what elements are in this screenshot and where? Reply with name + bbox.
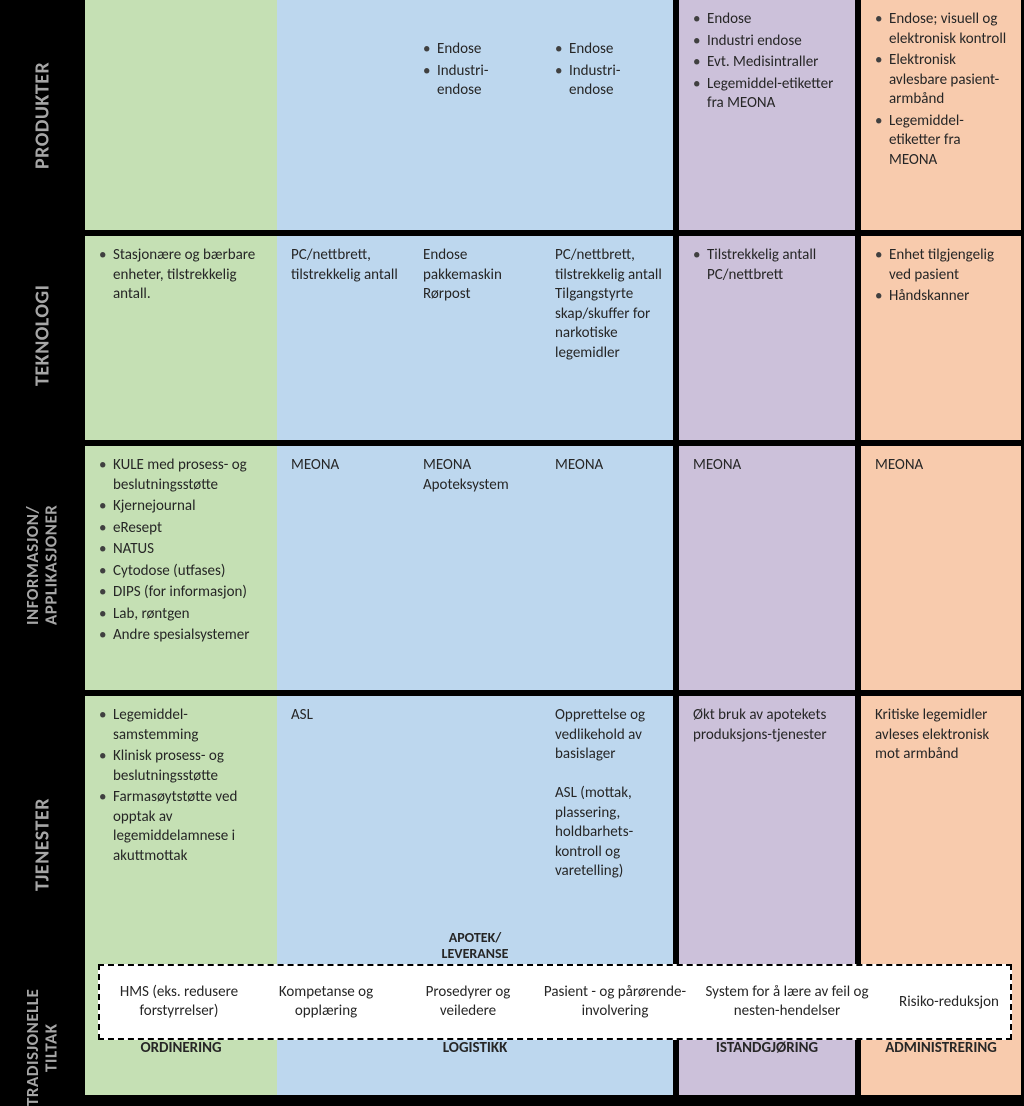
tiltak-pasient: Pasient - og pårørende-involvering xyxy=(540,983,690,1021)
row-label-teknologi: TEKNOLOGI xyxy=(0,230,85,440)
col-ordinering: Stasjonære og bærbare enheter, tilstrekk… xyxy=(85,0,277,1095)
list-item: Andre spesialsystemer xyxy=(113,626,267,646)
row-labels-column: PRODUKTER TEKNOLOGI INFORMASJON/ APPLIKA… xyxy=(0,0,85,1095)
tiltak-kompetanse: Kompetanse og opplæring xyxy=(256,983,396,1021)
list-item: Elektronisk avlesbare pasient-armbånd xyxy=(889,51,1011,110)
cell-teknologi-oppbevaring: PC/nettbrett, tilstrekkelig antall Tilga… xyxy=(541,236,673,440)
list-item: NATUS xyxy=(113,540,267,560)
col-bestilling: PC/nettbrett, tilstrekkelig antall MEONA… xyxy=(277,0,409,1095)
cell-tjenester-oppbevaring: Opprettelse og vedlikehold av basislager… xyxy=(541,696,673,1000)
list-item: Klinisk prosess- og beslutningsstøtte xyxy=(113,747,267,786)
list-item: eResept xyxy=(113,519,267,539)
tiltak-risiko: Risiko-reduksjon xyxy=(884,993,1014,1012)
list-item: Industri-endose xyxy=(569,62,663,101)
cell-informasjon-administrering: MEONA xyxy=(861,446,1021,690)
row-label-produkter: PRODUKTER xyxy=(0,0,85,230)
cell-informasjon-bestilling: MEONA xyxy=(277,446,409,690)
col-administrering: Endose; visuell og elektronisk kontrollE… xyxy=(861,0,1021,1095)
cell-teknologi-bestilling: PC/nettbrett, tilstrekkelig antall xyxy=(277,236,409,440)
list-item: Kjernejournal xyxy=(113,497,267,517)
list-item: Tilstrekkelig antall PC/nettbrett xyxy=(707,246,845,285)
matrix-grid: PRODUKTER TEKNOLOGI INFORMASJON/ APPLIKA… xyxy=(0,0,1024,1095)
list-item: KULE med prosess- og beslutningsstøtte xyxy=(113,456,267,495)
tiltak-system: System for å lære av feil og nesten-hend… xyxy=(692,983,882,1021)
cell-produkter-ordinering xyxy=(85,0,277,230)
list-item: Endose; visuell og elektronisk kontroll xyxy=(889,10,1011,49)
row-label-informasjon: INFORMASJON/ APPLIKASJONER xyxy=(0,440,85,690)
cell-teknologi-ordinering: Stasjonære og bærbare enheter, tilstrekk… xyxy=(85,236,277,440)
list-item: DIPS (for informasjon) xyxy=(113,583,267,603)
row-label-tjenester: TJENESTER xyxy=(0,690,85,1000)
cell-produkter-istandgjoring: EndoseIndustri endoseEvt. Medisintraller… xyxy=(679,0,855,230)
list-item: Legemiddel-samstemming xyxy=(113,706,267,745)
list-item: Industri endose xyxy=(707,32,845,52)
col-oppbevaring: EndoseIndustri-endose PC/nettbrett, tils… xyxy=(541,0,673,1095)
list-item: Farmasøytstøtte ved opptak av legemiddel… xyxy=(113,788,267,866)
cell-tjenester-ordinering: Legemiddel-samstemmingKlinisk prosess- o… xyxy=(85,696,277,1000)
row-label-tiltak: TRADISJONELLE TILTAK xyxy=(0,1000,85,1095)
cell-produkter-oppbevaring: EndoseIndustri-endose xyxy=(541,0,673,230)
cell-tjenester-administrering: Kritiske legemidler avleses elektronisk … xyxy=(861,696,1021,1000)
list-item: Endose xyxy=(569,40,663,60)
list-item: Stasjonære og bærbare enheter, tilstrekk… xyxy=(113,246,267,305)
col-apotek: EndoseIndustri-endose Endose pakkemaskin… xyxy=(409,0,541,1095)
list-item: Lab, røntgen xyxy=(113,605,267,625)
list-item: Endose xyxy=(707,10,845,30)
col-istandgjoring: EndoseIndustri endoseEvt. Medisintraller… xyxy=(679,0,855,1095)
list-item: Enhet tilgjengelig ved pasient xyxy=(889,246,1011,285)
cell-teknologi-istandgjoring: Tilstrekkelig antall PC/nettbrett xyxy=(679,236,855,440)
tiltak-hms: HMS (eks. redusere forstyrrelser) xyxy=(104,983,254,1021)
cell-informasjon-oppbevaring: MEONA xyxy=(541,446,673,690)
list-item: Håndskanner xyxy=(889,287,1011,307)
cell-informasjon-istandgjoring: MEONA xyxy=(679,446,855,690)
cell-teknologi-administrering: Enhet tilgjengelig ved pasientHåndskanne… xyxy=(861,236,1021,440)
cell-produkter-apotek: EndoseIndustri-endose xyxy=(409,0,541,230)
cell-tjenester-bestilling: ASL BESTILLING xyxy=(277,696,409,1000)
cell-produkter-administrering: Endose; visuell og elektronisk kontrollE… xyxy=(861,0,1021,230)
list-item: Cytodose (utfases) xyxy=(113,562,267,582)
list-item: Evt. Medisintraller xyxy=(707,53,845,73)
tiltak-prosedyrer: Prosedyrer og veiledere xyxy=(398,983,538,1021)
cell-informasjon-ordinering: KULE med prosess- og beslutningsstøtteKj… xyxy=(85,446,277,690)
list-item: Legemiddel-etiketter fra MEONA xyxy=(889,112,1011,171)
cell-teknologi-apotek: Endose pakkemaskin Rørpost xyxy=(409,236,541,440)
cell-produkter-bestilling xyxy=(277,0,409,230)
cell-informasjon-apotek: MEONA Apoteksystem xyxy=(409,446,541,690)
list-item: Endose xyxy=(437,40,531,60)
list-item: Legemiddel-etiketter fra MEONA xyxy=(707,75,845,114)
list-item: Industri-endose xyxy=(437,62,531,101)
cell-tjenester-istandgjoring: Økt bruk av apotekets produksjons-tjenes… xyxy=(679,696,855,1000)
tiltak-overlay: HMS (eks. redusere forstyrrelser) Kompet… xyxy=(98,964,1012,1040)
cell-tjenester-apotek: APOTEK/ LEVERANSE TIL ENHET xyxy=(409,696,541,1000)
